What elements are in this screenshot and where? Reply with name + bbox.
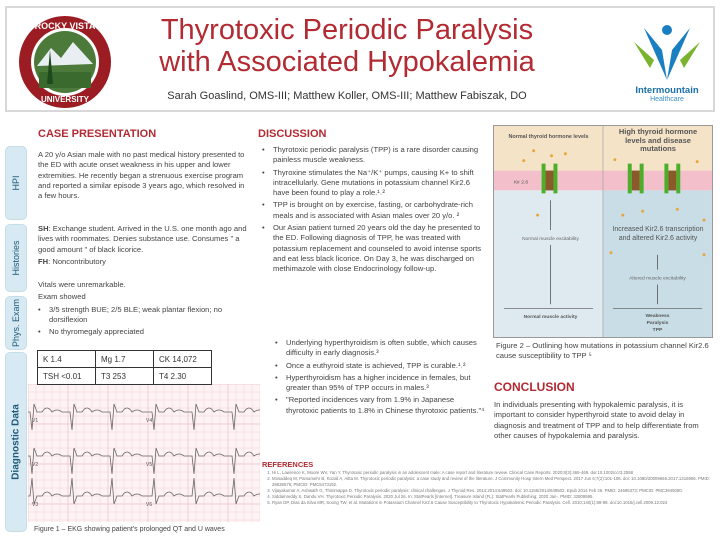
logo-subtitle: Healthcare: [650, 96, 684, 103]
potassium-ions: [522, 149, 706, 257]
figure-2-caption: Figure 2 – Outlining how mutations in po…: [496, 341, 709, 361]
ekg-lead-label: V4: [146, 418, 152, 424]
lab-t3: T3 253: [95, 367, 154, 385]
right-mechanism-label: Increased Kir2.6 transcription and alter…: [612, 226, 704, 242]
right-panel-title: High thyroid hormone levels and disease …: [618, 127, 698, 153]
tab-label: Histories: [11, 240, 21, 276]
lab-t4: T4 2.30: [153, 367, 212, 385]
exam-item: No thyromegaly appreciated: [38, 327, 250, 338]
svg-text:ROCKY VISTA: ROCKY VISTA: [35, 21, 96, 31]
left-outcome-label: Normal muscle activity: [524, 314, 578, 320]
logo-name: Intermountain: [635, 85, 699, 96]
discussion-text-2: Underlying hyperthyroidism is often subt…: [275, 338, 487, 418]
sh-label: SH: [38, 224, 49, 233]
tab-label: Diagnostic Data: [10, 404, 22, 480]
sh-text: : Exchange student. Arrived in the U.S. …: [38, 224, 247, 254]
tab-label: Phys. Exam: [11, 298, 21, 348]
reference-item: Ryan DP, Dias da Silva MR, Soong TW, et …: [272, 500, 712, 506]
fh-label: FH: [38, 256, 49, 266]
ekg-lead-label: V5: [146, 462, 152, 468]
outcome-weakness: Weakness: [645, 313, 669, 319]
hpi-text: A 20 y/o Asian male with no past medical…: [38, 150, 245, 201]
reference-item: Vijayakumar A, Ashwath G, Thimmappa D. T…: [272, 488, 712, 494]
ekg-lead-label: V6: [146, 502, 152, 508]
poster-title: Thyrotoxic Periodic Paralysis with Assoc…: [127, 14, 567, 78]
channel-label: Kir 2.6: [514, 179, 529, 185]
outcome-paralysis: Paralysis: [647, 320, 669, 326]
lab-table: K 1.4 Mg 1.7 CK 14,072 TSH <0.01 T3 253 T4 2…: [37, 350, 212, 385]
tab-histories: Histories: [5, 224, 27, 292]
exam-text: Vitals were unremarkable. Exam showed 3/…: [38, 280, 250, 339]
title-line-1: Thyrotoxic Periodic Paralysis: [160, 14, 534, 46]
exam-intro: Exam showed: [38, 292, 86, 302]
conclusion-text: In individuals presenting with hypokalem…: [494, 400, 699, 440]
ekg-lead-label: V3: [32, 502, 38, 508]
discussion-text: Thyrotoxic periodic paralysis (TPP) is a…: [262, 145, 487, 277]
discussion-item: Hyperthyroidism has a higher incidence i…: [275, 373, 487, 394]
figure-1-caption: Figure 1 – EKG showing patient's prolong…: [34, 526, 225, 533]
discussion-item: "Reported incidences vary from 1.9% in J…: [275, 395, 487, 416]
references-heading: REFERENCES: [262, 460, 314, 469]
ekg-trace: [28, 477, 260, 505]
ekg-trace: [28, 403, 260, 431]
lab-row: TSH <0.01 T3 253 T4 2.30: [37, 367, 212, 385]
lab-k: K 1.4: [37, 350, 96, 368]
social-history: SH: Exchange student. Arrived in the U.S…: [38, 224, 250, 255]
family-history: FH: Noncontributory: [38, 257, 250, 267]
rocky-vista-university-logo: ROCKY VISTA UNIVERSITY: [19, 16, 111, 108]
authors: Sarah Goaslind, OMS-III; Matthew Koller,…: [167, 90, 527, 102]
intermountain-figure-icon: [634, 25, 700, 80]
case-presentation-heading: CASE PRESENTATION: [38, 128, 157, 140]
reference-item: Hi L, Lawrence K, Moore WV, Yan Y. Thyro…: [272, 470, 712, 476]
discussion-item: Underlying hyperthyroidism is often subt…: [275, 338, 487, 359]
intermountain-healthcare-logo: Intermountain Healthcare: [617, 20, 717, 110]
conclusion-heading: CONCLUSION: [494, 380, 575, 394]
tab-diagnostic-data: Diagnostic Data: [5, 352, 27, 532]
lab-tsh: TSH <0.01: [37, 367, 96, 385]
discussion-list: Thyrotoxic periodic paralysis (TPP) is a…: [262, 145, 487, 275]
ekg-strip: V1 V4 V2 V5 V3 V6: [28, 384, 260, 522]
discussion-heading: DISCUSSION: [258, 128, 327, 140]
tab-hpi: HPI: [5, 146, 27, 220]
discussion-item: TPP is brought on by exercise, fasting, …: [262, 200, 487, 221]
figure-2-diagram: Normal thyroid hormone levels Kir 2.6 No…: [493, 125, 713, 338]
histories-text: SH: Exchange student. Arrived in the U.S…: [38, 224, 250, 269]
vitals: Vitals were unremarkable.: [38, 280, 126, 289]
ekg-background: [28, 384, 260, 522]
ekg-lead-label: V2: [32, 462, 38, 468]
lab-ck: CK 14,072: [153, 350, 212, 368]
tab-phys-exam: Phys. Exam: [5, 296, 27, 350]
reference-item: Mosaddeq M, Parsamehr B, Kozali A, Aitta…: [272, 476, 712, 488]
left-panel-title: Normal thyroid hormone levels: [508, 134, 588, 140]
svg-text:UNIVERSITY: UNIVERSITY: [41, 95, 90, 104]
discussion-item: Thyroxine stimulates the Na⁺/K⁺ pumps, c…: [262, 168, 487, 199]
kir-channel-icon: [541, 163, 681, 194]
tab-label: HPI: [11, 175, 21, 191]
left-excitability-label: Normal muscle excitability: [522, 236, 580, 242]
right-excitability-label: Altered muscle excitability: [629, 276, 686, 282]
discussion-item: Our Asian patient turned 20 years old th…: [262, 223, 487, 274]
exam-item: 3/5 strength BUE; 2/5 BLE; weak plantar …: [38, 305, 250, 326]
lab-row: K 1.4 Mg 1.7 CK 14,072: [37, 350, 212, 368]
discussion-item: Thyrotoxic periodic paralysis (TPP) is a…: [262, 145, 487, 166]
ekg-lead-label: V1: [32, 418, 38, 424]
poster-header: ROCKY VISTA UNIVERSITY Thyrotoxic Period…: [5, 6, 715, 112]
discussion-item: Once a euthyroid state is achieved, TPP …: [275, 361, 487, 372]
fh-text: : Noncontributory: [48, 256, 106, 266]
exam-list: 3/5 strength BUE; 2/5 BLE; weak plantar …: [38, 305, 250, 338]
outcome-tpp: TPP: [653, 327, 663, 333]
reference-item: Siddamreddy S, Dandu VH. Thyrotoxic Peri…: [272, 494, 712, 500]
references-list: Hi L, Lawrence K, Moore WV, Yan Y. Thyro…: [262, 470, 712, 506]
discussion-list-2: Underlying hyperthyroidism is often subt…: [275, 338, 487, 416]
lab-mg: Mg 1.7: [95, 350, 154, 368]
ekg-trace: [28, 447, 260, 475]
title-line-2: with Associated Hypokalemia: [159, 46, 535, 78]
